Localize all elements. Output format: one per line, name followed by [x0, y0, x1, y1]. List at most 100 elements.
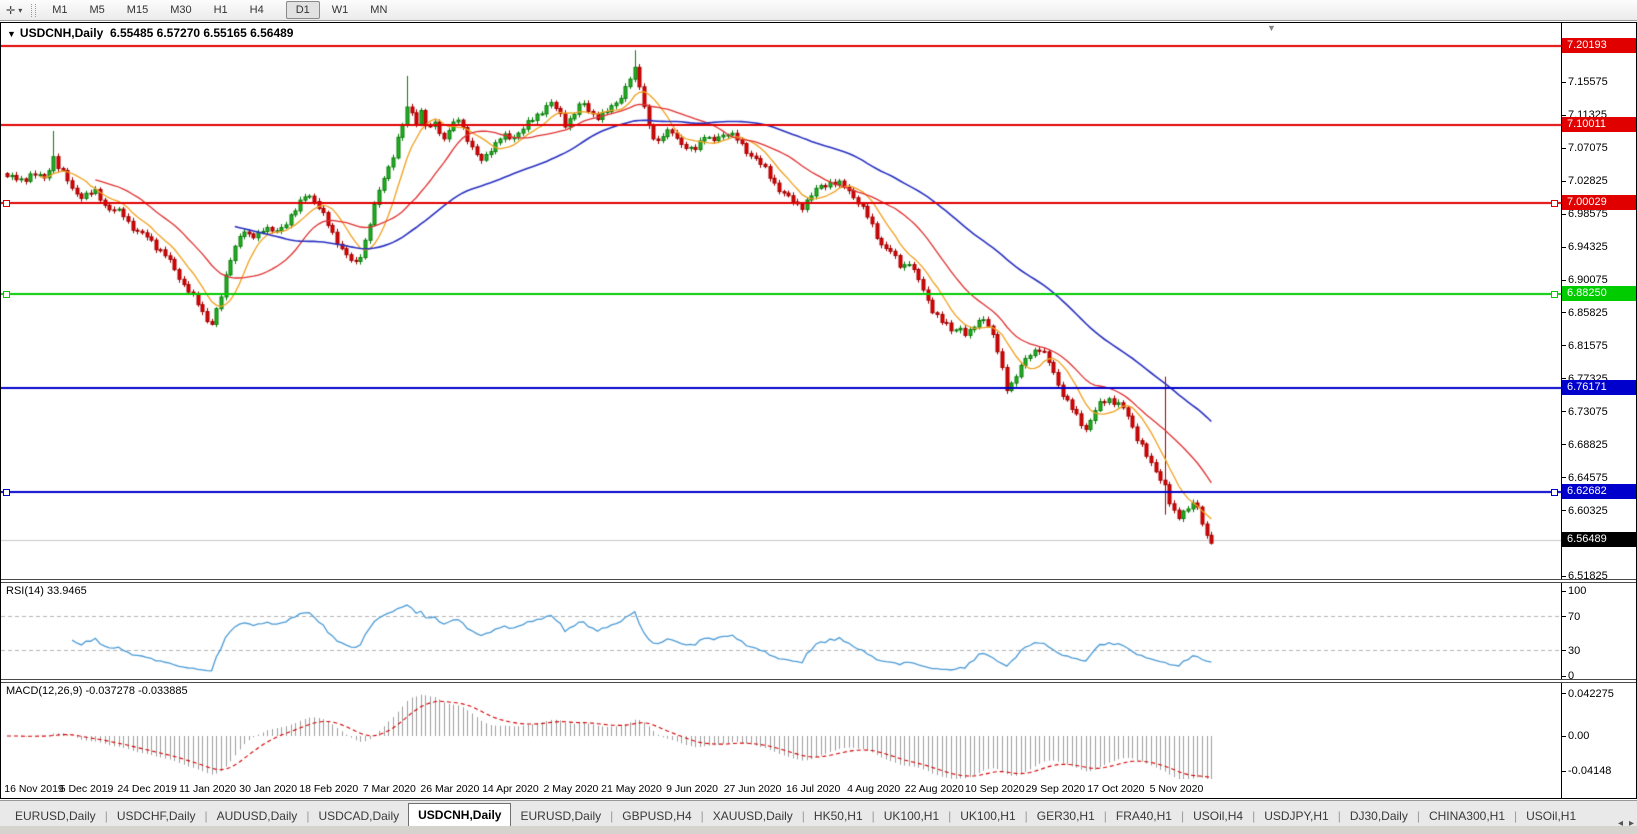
date-label: 10 Sep 2020 [965, 783, 1025, 795]
date-label: 5 Dec 2019 [59, 783, 114, 795]
level-selection-marker[interactable] [1551, 199, 1558, 207]
rsi-indicator-canvas[interactable] [1, 583, 1561, 679]
timeframe-button-h4[interactable]: H4 [249, 4, 264, 16]
date-label: 5 Nov 2020 [1149, 783, 1204, 795]
macd-label: MACD(12,26,9) -0.037278 -0.033885 [6, 685, 188, 697]
date-label: 30 Jan 2020 [239, 783, 298, 795]
axis-tick: 30 [1562, 645, 1580, 657]
chart-tab-usdcnh-daily[interactable]: USDCNH,Daily [408, 803, 512, 826]
timeframe-button-m30[interactable]: M30 [170, 4, 192, 16]
macd-indicator-canvas[interactable] [1, 683, 1561, 779]
price-level-badge: 6.76171 [1562, 379, 1636, 395]
chart-window: ▼ USDCNH,Daily 6.55485 6.57270 6.55165 6.… [0, 22, 1637, 799]
timeframe-toolbar: M1 M5 M15 M30 H1 H4 D1 W1 MN [41, 1, 398, 19]
chart-tab-fra40-h1[interactable]: FRA40,H1 [1115, 809, 1172, 823]
chart-shift-marker-icon[interactable]: ▼ [1267, 23, 1276, 33]
axis-tick: 6.73075 [1562, 406, 1608, 418]
tab-separator: | [1024, 809, 1028, 823]
axis-tick: 6.68825 [1562, 439, 1608, 451]
timeframe-button-m15[interactable]: M15 [126, 4, 149, 16]
tab-separator: | [871, 809, 875, 823]
pane-splitter-macd[interactable] [1, 679, 1636, 683]
chart-ohlc-values: 6.55485 6.57270 6.55165 6.56489 [109, 26, 294, 40]
chart-cursor-icon[interactable]: ✛ [6, 4, 16, 17]
chart-tab-ger30-h1[interactable]: GER30,H1 [1036, 809, 1095, 823]
level-selection-marker[interactable] [3, 291, 10, 299]
axis-tick: 7.15575 [1562, 76, 1608, 88]
chart-tab-xauusd-daily[interactable]: XAUUSD,Daily [712, 809, 793, 823]
tab-separator: | [104, 809, 108, 823]
toolbar-dropdown-caret-icon[interactable]: ▾ [18, 5, 23, 15]
top-toolbar: ✛ ▾ M1 M5 M15 M30 H1 H4 D1 W1 MN [0, 0, 1637, 21]
chart-tab-dj30-daily[interactable]: DJ30,Daily [1349, 809, 1408, 823]
axis-tick: 6.98575 [1562, 208, 1608, 220]
date-label: 21 May 2020 [601, 783, 662, 795]
date-label: 22 Aug 2020 [904, 783, 964, 795]
level-selection-marker[interactable] [3, 489, 10, 497]
tab-separator: | [1252, 809, 1256, 823]
chart-tab-hk50-h1[interactable]: HK50,H1 [813, 809, 863, 823]
date-label: 17 Oct 2020 [1087, 783, 1145, 795]
level-selection-marker[interactable] [1551, 291, 1558, 299]
chart-tab-uk100-h1[interactable]: UK100,H1 [883, 809, 940, 823]
tab-separator: | [610, 809, 614, 823]
price-level-badge: 7.00029 [1562, 194, 1636, 210]
date-label: 18 Feb 2020 [299, 783, 359, 795]
timeframe-button-d1[interactable]: D1 [285, 1, 320, 19]
axis-tick: 6.64575 [1562, 472, 1608, 484]
tab-separator: | [1514, 809, 1518, 823]
tab-separator: | [801, 809, 805, 823]
date-label: 29 Sep 2020 [1025, 783, 1086, 795]
date-label: 16 Nov 2019 [4, 783, 64, 795]
chart-tab-usoil-h4[interactable]: USOil,H4 [1193, 809, 1244, 823]
chart-tab-usoil-h1[interactable]: USOil,H1 [1526, 809, 1577, 823]
toolbar-grip[interactable] [31, 3, 37, 17]
chart-tab-usdcad-daily[interactable]: USDCAD,Daily [318, 809, 400, 823]
date-label: 24 Dec 2019 [117, 783, 177, 795]
timeframe-button-mn[interactable]: MN [370, 4, 388, 16]
date-label: 9 Jun 2020 [666, 783, 719, 795]
price-chart-canvas[interactable] [1, 23, 1561, 579]
chart-collapse-arrow-icon[interactable]: ▼ [7, 29, 16, 39]
level-selection-marker[interactable] [1551, 489, 1558, 497]
axis-tick: 0 [1562, 670, 1574, 682]
date-label: 2 May 2020 [543, 783, 599, 795]
timeframe-button-w1[interactable]: W1 [331, 4, 349, 16]
chart-tab-eurusd-daily[interactable]: EURUSD,Daily [15, 809, 96, 823]
timeframe-button-m1[interactable]: M1 [52, 4, 68, 16]
date-axis[interactable]: 16 Nov 2019 5 Dec 2019 24 Dec 2019 11 Jan 2… [1, 779, 1561, 798]
timeframe-button-m5[interactable]: M5 [89, 4, 105, 16]
chart-tab-usdjpy-h1[interactable]: USDJPY,H1 [1264, 809, 1329, 823]
axis-tick: 6.94325 [1562, 241, 1608, 253]
chart-tab-eurusd-daily[interactable]: EURUSD,Daily [520, 809, 602, 823]
tab-separator: | [700, 809, 704, 823]
chart-tab-bar: EURUSD,Daily | USDCHF,Daily | AUDUSD,Daily | U… [0, 800, 1637, 826]
axis-tick: 6.85825 [1562, 307, 1608, 319]
tab-scroll-right-icon[interactable]: ▸ [1628, 818, 1634, 829]
chart-tab-uk100-h1[interactable]: UK100,H1 [960, 809, 1016, 823]
chart-tab-china300-h1[interactable]: CHINA300,H1 [1428, 809, 1505, 823]
price-level-badge: 6.62682 [1562, 484, 1636, 500]
date-label: 16 Jul 2020 [785, 783, 841, 795]
date-label: 14 Apr 2020 [482, 783, 539, 795]
chart-tab-audusd-daily[interactable]: AUDUSD,Daily [216, 809, 298, 823]
timeframe-button-h1[interactable]: H1 [213, 4, 228, 16]
tab-scroll-left-icon[interactable]: ◂ [1617, 818, 1623, 829]
tab-separator: | [306, 809, 310, 823]
price-level-badge: 6.88250 [1562, 286, 1636, 302]
level-selection-marker[interactable] [3, 199, 10, 207]
chart-symbol-period: USDCNH,Daily [19, 26, 104, 40]
tab-separator: | [948, 809, 952, 823]
axis-tick: 7.02825 [1562, 175, 1608, 187]
pane-splitter-rsi[interactable] [1, 579, 1636, 583]
tab-separator: | [1180, 809, 1185, 823]
axis-tick: 6.60325 [1562, 505, 1608, 517]
tab-separator: | [1103, 809, 1107, 823]
date-label: 26 Mar 2020 [420, 783, 480, 795]
price-axis[interactable]: 7.15575 7.11325 7.07075 7.02825 6.98575 6.943… [1561, 23, 1636, 798]
date-label: 4 Aug 2020 [847, 783, 901, 795]
axis-tick: 100 [1562, 585, 1586, 597]
axis-tick: 0.042275 [1562, 688, 1614, 700]
chart-tab-usdchf-daily[interactable]: USDCHF,Daily [116, 809, 196, 823]
chart-tab-gbpusd-h4[interactable]: GBPUSD,H4 [622, 809, 692, 823]
